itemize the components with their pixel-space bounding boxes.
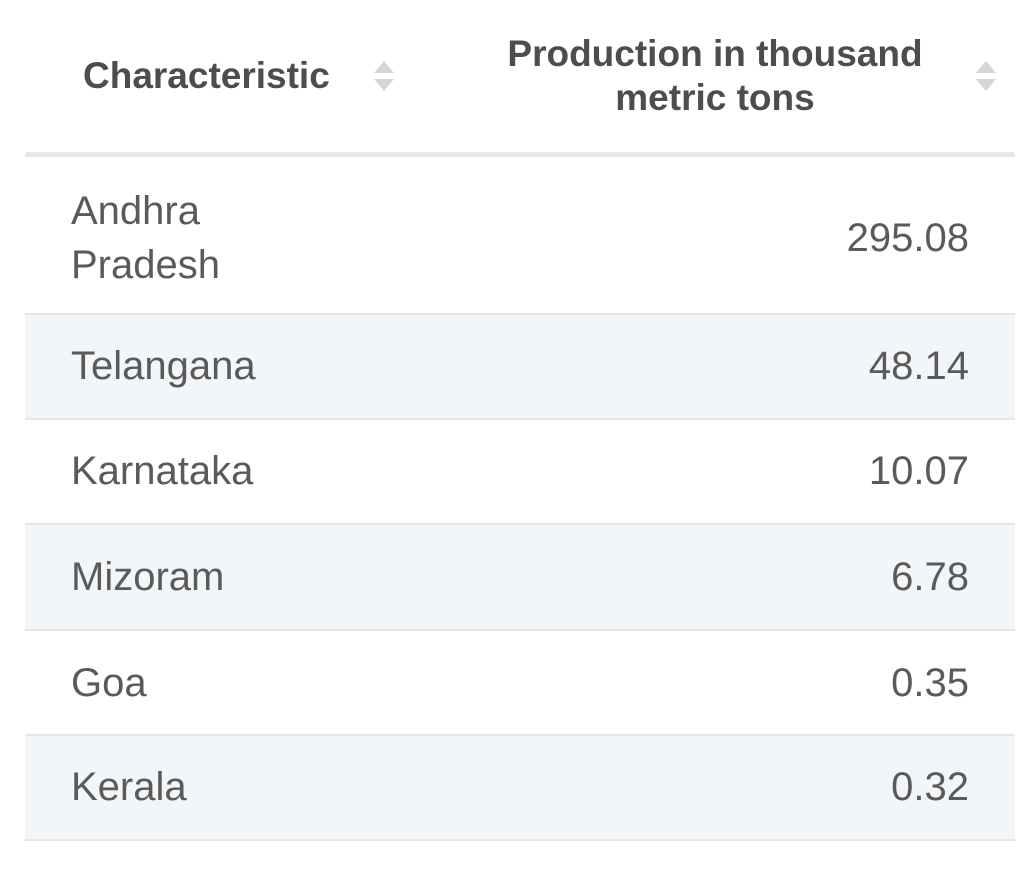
table-header: Characteristic Production in thousand me…: [25, 0, 1015, 157]
row-characteristic: Kerala: [71, 765, 187, 809]
column-header-label: Production in thousand metric tons: [507, 33, 923, 118]
table-row: Telangana 48.14: [25, 315, 1015, 420]
row-value: 295.08: [846, 216, 969, 260]
row-characteristic: Andhra Pradesh: [71, 189, 220, 287]
row-characteristic: Goa: [71, 661, 147, 705]
row-value: 48.14: [868, 344, 969, 388]
row-value: 6.78: [891, 555, 969, 599]
row-characteristic: Mizoram: [71, 555, 225, 599]
column-header-label: Characteristic: [83, 55, 330, 96]
table-row: Karnataka 10.07: [25, 420, 1015, 525]
row-characteristic: Telangana: [71, 344, 256, 388]
column-header-characteristic[interactable]: Characteristic: [83, 0, 413, 152]
table-row: Mizoram 6.78: [25, 525, 1015, 631]
table-row: Kerala 0.32: [25, 736, 1015, 841]
sort-icon[interactable]: [373, 59, 395, 95]
sort-icon[interactable]: [975, 59, 997, 95]
row-characteristic: Karnataka: [71, 449, 254, 493]
table-row: Goa 0.35: [25, 631, 1015, 736]
row-value: 10.07: [868, 449, 969, 493]
data-table: Characteristic Production in thousand me…: [25, 0, 1015, 841]
row-value: 0.32: [891, 765, 969, 809]
column-header-production[interactable]: Production in thousand metric tons: [465, 0, 1005, 152]
row-value: 0.35: [891, 661, 969, 705]
table-row: Andhra Pradesh 295.08: [25, 157, 1015, 315]
